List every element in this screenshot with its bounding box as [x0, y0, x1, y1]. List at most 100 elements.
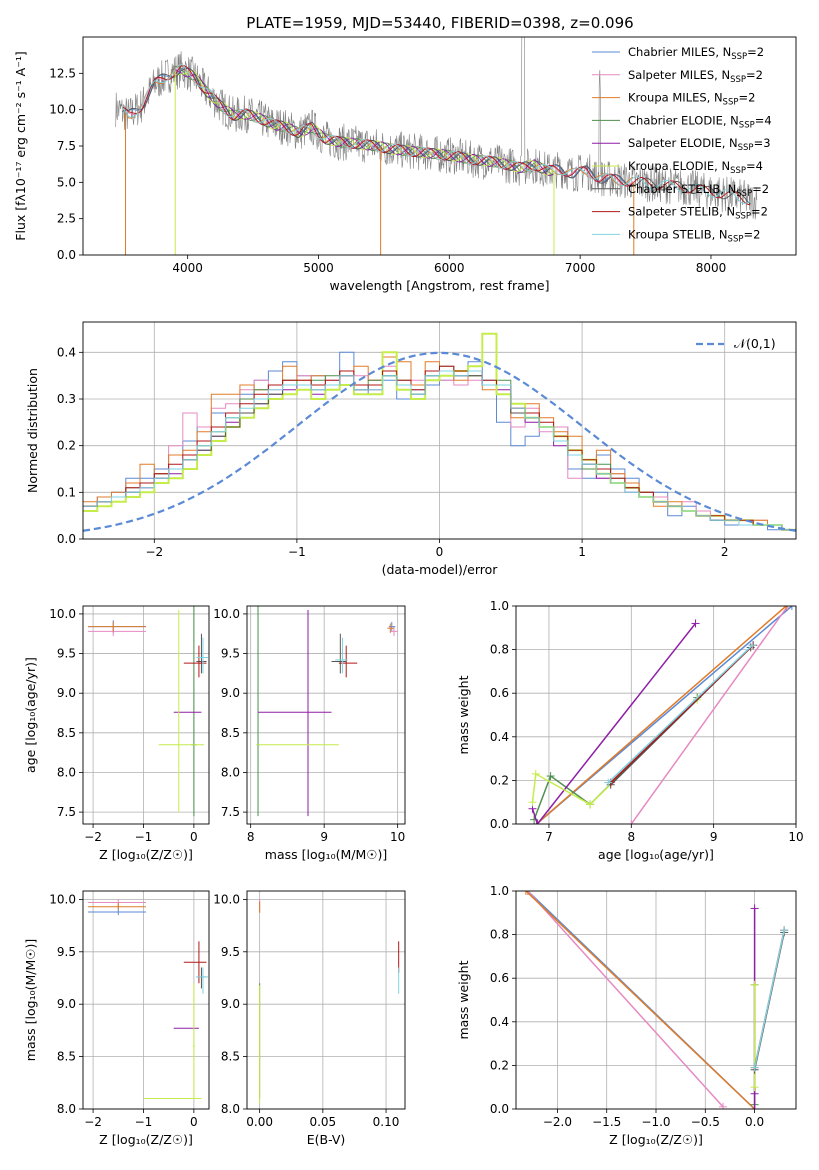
panel-age_vs_Z: −2 −1 0 7.5 8.0 8.5 9.0 9.5 10.0 Z [log₁₀(Z/Z☉)] a… [23, 605, 210, 862]
model-line [174, 68, 554, 177]
legend-count: =2 [751, 205, 768, 219]
x-axis-label: Z [log₁₀(Z/Z☉)] [99, 847, 193, 862]
legend-label: Kroupa MILES, NSSP=2 [628, 91, 755, 108]
panel-massweight_vs_age: 7 8 9 10 0.0 0.2 0.4 0.6 0.8 1.0 age [log₁₀(age/yr… [456, 599, 804, 862]
y-axis-label: mass weight [456, 675, 471, 754]
legend-count: =2 [743, 227, 760, 241]
y-tick-label: 10.0 [49, 892, 76, 906]
x-tick-label: −1 [135, 1115, 153, 1129]
y-tick-label: 10.0 [49, 103, 76, 117]
axes-frame [82, 890, 210, 1110]
legend-text: Salpeter STELIB, N [628, 205, 735, 219]
y-tick-label: 9.5 [221, 647, 240, 661]
y-axis-label: Flux [fλ10⁻¹⁷ erg cm⁻² s⁻¹ A⁻¹] [13, 51, 28, 240]
y-tick-label: 10.0 [213, 607, 240, 621]
y-tick-label: 0.1 [57, 485, 76, 499]
legend-subscript: SSP [739, 120, 755, 130]
x-tick-label: −2 [84, 1115, 102, 1129]
legend-label: Salpeter MILES, NSSP=2 [628, 68, 763, 85]
y-tick-label: 1.0 [490, 884, 509, 898]
y-tick-label: 12.5 [49, 66, 76, 80]
y-tick-label: 9.0 [221, 686, 240, 700]
mass-weight-line [531, 699, 698, 806]
y-tick-label: 8.0 [57, 765, 76, 779]
y-tick-label: 0.8 [490, 928, 509, 942]
axes-frame [246, 890, 406, 1110]
panel-massweight_vs_Z: −2.0 −1.5 −1.0 −0.5 0.0 0.0 0.2 0.4 0.6 0.8 1.0 Z [… [456, 884, 797, 1147]
y-tick-label: 7.5 [57, 805, 76, 819]
y-tick-label: 10.0 [213, 892, 240, 906]
plot-area [83, 332, 796, 532]
x-axis-label: wavelength [Angstrom, rest frame] [329, 278, 549, 293]
x-tick-label: 8 [247, 830, 255, 844]
mass-weight-line [630, 606, 789, 824]
legend-count: =4 [755, 113, 772, 127]
axes-frame [82, 321, 797, 540]
legend-subscript: SSP [728, 234, 744, 244]
y-tick-label: 9.5 [57, 945, 76, 959]
y-tick-label: 0.3 [57, 392, 76, 406]
x-tick-label: 5000 [303, 261, 334, 275]
legend-text: Chabrier ELODIE, N [628, 113, 739, 127]
x-tick-label: 9 [710, 830, 718, 844]
x-tick-label: 7 [545, 830, 553, 844]
legend-subscript: SSP [736, 189, 752, 199]
y-tick-label: 8.0 [221, 1102, 240, 1116]
legend-subscript: SSP [738, 143, 754, 153]
y-axis-label: age [log₁₀(age/yr)] [23, 657, 38, 773]
legend-label: Kroupa ELODIE, NSSP=4 [628, 159, 763, 176]
plot-area [521, 891, 789, 1109]
axes-frame [515, 890, 797, 1110]
y-axis-label: mass weight [456, 960, 471, 1039]
legend-text: Salpeter ELODIE, N [628, 136, 738, 150]
x-tick-label: 0.05 [309, 1115, 336, 1129]
panel-age_vs_mass: 8 9 10 7.5 8.0 8.5 9.0 9.5 10.0 mass [log₁₀(M/M☉)… [213, 605, 406, 862]
legend-count: =2 [738, 91, 755, 105]
model-line [174, 70, 554, 176]
legend-subscript: SSP [735, 212, 751, 222]
legend-label: Salpeter STELIB, NSSP=2 [628, 205, 768, 222]
x-tick-label: 10 [390, 830, 405, 844]
y-tick-label: 0.2 [490, 1058, 509, 1072]
plot-area [88, 606, 208, 817]
x-tick-label: 0 [190, 1115, 198, 1129]
x-tick-label: −1 [288, 545, 306, 559]
y-tick-label: 7.5 [57, 139, 76, 153]
y-tick-label: 9.0 [221, 997, 240, 1011]
y-tick-label: 0.6 [490, 971, 509, 985]
mass-weight-line [531, 622, 697, 824]
normal-curve [83, 351, 796, 532]
panel-mass_vs_Z: −2 −1 0 8.0 8.5 9.0 9.5 10.0 Z [log₁₀(Z/Z☉)] mass… [23, 890, 210, 1147]
mass-weight-line [607, 644, 753, 784]
x-tick-label: −2.0 [543, 1115, 572, 1129]
legend-text: Chabrier STELIB, N [628, 182, 736, 196]
model-line [122, 67, 751, 205]
legend-count: =2 [747, 45, 764, 59]
panel-spectrum: 4000 5000 6000 7000 8000 0.0 2.5 5.0 7.5 10.0 12.5… [13, 36, 797, 293]
y-tick-label: 9.5 [57, 647, 76, 661]
y-tick-label: 1.0 [490, 599, 509, 613]
model-line [121, 63, 751, 204]
x-tick-label: 8000 [696, 261, 727, 275]
y-tick-label: 8.5 [57, 1050, 76, 1064]
x-tick-label: −1.5 [592, 1115, 621, 1129]
legend-subscript: SSP [730, 75, 746, 85]
y-tick-label: 2.5 [57, 212, 76, 226]
x-tick-label: 0.00 [246, 1115, 273, 1129]
legend-label: Kroupa STELIB, NSSP=2 [628, 227, 760, 244]
plots-group: 4000 5000 6000 7000 80000.02.55.07.510.012.5… [13, 36, 804, 1147]
legend-text: Kroupa ELODIE, N [628, 159, 730, 173]
y-tick-label: 10.0 [49, 607, 76, 621]
y-tick-label: 0.2 [57, 439, 76, 453]
legend-text: Salpeter MILES, N [628, 68, 730, 82]
legend-label: Chabrier ELODIE, NSSP=4 [628, 113, 772, 130]
y-tick-label: 8.5 [221, 1050, 240, 1064]
x-axis-label: Z [log₁₀(Z/Z☉)] [609, 1132, 703, 1147]
x-tick-label: 7000 [565, 261, 596, 275]
x-tick-label: 8 [627, 830, 635, 844]
legend-text: Kroupa MILES, N [628, 91, 723, 105]
mass-weight-line [527, 891, 724, 1108]
x-tick-label: 1 [578, 545, 586, 559]
